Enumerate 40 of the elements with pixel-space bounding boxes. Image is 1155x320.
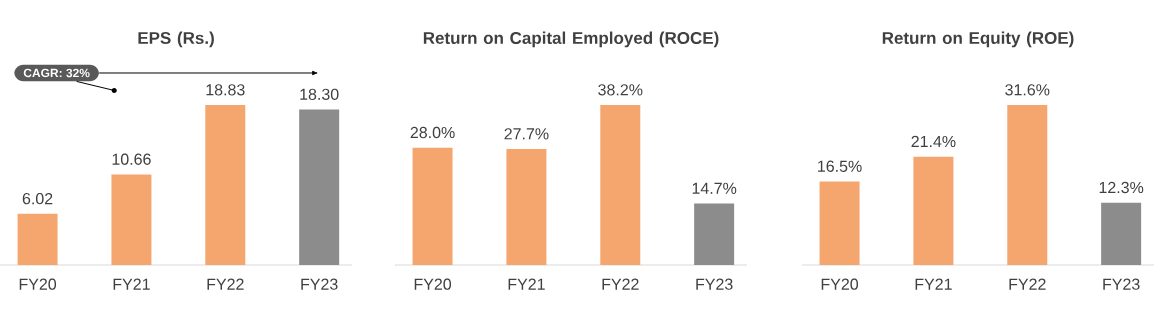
bar xyxy=(600,104,641,265)
x-tick-label: FY20 xyxy=(821,278,859,290)
bar xyxy=(913,156,954,265)
data-label: 18.83 xyxy=(206,84,245,96)
bar xyxy=(819,181,860,265)
bar xyxy=(694,203,735,265)
x-tick-label: FY23 xyxy=(1103,278,1140,290)
data-label: 6.02 xyxy=(22,192,53,205)
data-label: 31.6% xyxy=(1005,84,1050,96)
text: CAGR: 32% xyxy=(23,68,90,78)
data-label: 21.4% xyxy=(911,135,956,148)
x-tick-label: FY21 xyxy=(508,278,545,290)
x-tick-label: FY23 xyxy=(696,278,733,290)
data-label: 28.0% xyxy=(410,126,455,139)
bar xyxy=(299,109,340,265)
data-label: 38.2% xyxy=(598,84,643,96)
chart-title: Return on Capital Employed (ROCE) xyxy=(423,31,719,48)
bar xyxy=(506,148,547,265)
chart-title: Return on Equity (ROE) xyxy=(882,31,1074,48)
x-tick-label: FY22 xyxy=(1009,278,1046,290)
x-tick-label: FY20 xyxy=(19,278,57,290)
bar xyxy=(1007,104,1048,265)
bar xyxy=(17,213,58,265)
x-tick-label: FY23 xyxy=(301,278,338,290)
data-label: 10.66 xyxy=(112,153,151,165)
bar xyxy=(111,174,152,265)
bar xyxy=(1101,202,1142,265)
data-label: 12.3% xyxy=(1099,181,1144,194)
x-tick-label: FY21 xyxy=(915,278,952,290)
data-label: 27.7% xyxy=(504,128,549,140)
x-tick-label: FY22 xyxy=(602,278,639,290)
data-label: 14.7% xyxy=(692,182,737,194)
data-label: 18.30 xyxy=(300,88,339,100)
bar xyxy=(205,104,246,265)
chart-title: EPS (Rs.) xyxy=(138,31,214,48)
x-tick-label: FY21 xyxy=(113,278,150,290)
data-label: 16.5% xyxy=(818,160,862,172)
x-tick-label: FY22 xyxy=(207,278,244,290)
bar xyxy=(412,147,453,265)
x-tick-label: FY20 xyxy=(414,278,452,290)
